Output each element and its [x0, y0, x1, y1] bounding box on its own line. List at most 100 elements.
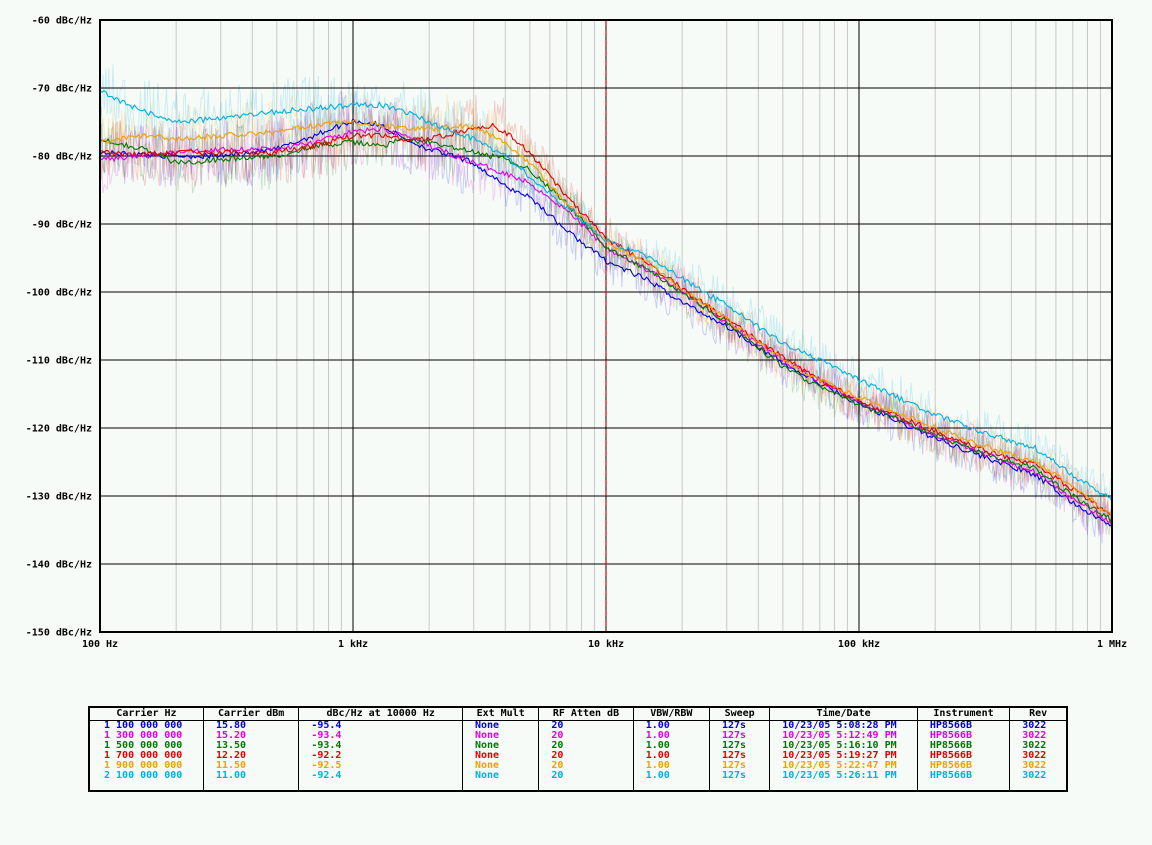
- table-cell: HP8566B: [916, 761, 1010, 771]
- y-tick-label: -80 dBc/Hz: [32, 152, 92, 163]
- table-cell: 1.00: [632, 751, 710, 761]
- table-cell: 10/23/05 5:16:10 PM: [769, 741, 918, 751]
- table-cell: 10/23/05 5:19:27 PM: [769, 751, 918, 761]
- measurement-table: Carrier Hz Carrier dBm dBc/Hz at 10000 H…: [88, 706, 1068, 792]
- x-tick-label: 10 kHz: [588, 639, 624, 650]
- y-tick-label: -120 dBc/Hz: [26, 424, 92, 435]
- table-cell: 3022: [1009, 771, 1066, 790]
- table-cell: 1 100 000 000: [104, 720, 183, 731]
- x-tick-label: 100 kHz: [838, 639, 880, 650]
- y-tick-label: -150 dBc/Hz: [26, 628, 92, 639]
- table-cell: 3022: [1009, 731, 1066, 741]
- table-cell: 2 100 000 000: [104, 771, 183, 781]
- table-cell: 127s: [708, 731, 770, 741]
- table-cell: -92.5: [298, 761, 463, 771]
- table-row: 1 700 000 000 12.20 -92.2 None 20 1.00 127s 10/…: [90, 751, 1066, 761]
- table-cell: 127s: [708, 771, 770, 790]
- table-cell: 10/23/05 5:22:47 PM: [769, 761, 918, 771]
- table-cell: 1 300 000 000: [104, 731, 183, 741]
- x-tick-label: 100 Hz: [82, 639, 118, 650]
- y-tick-label: -90 dBc/Hz: [32, 220, 92, 231]
- table-header-row: Carrier Hz Carrier dBm dBc/Hz at 10000 H…: [90, 708, 1066, 721]
- table-cell: 10/23/05 5:26:11 PM: [769, 771, 918, 790]
- phase-noise-chart: -60 dBc/Hz -70 dBc/Hz -80 dBc/Hz -90 dBc/Hz…: [26, 16, 1127, 651]
- series-line: [99, 89, 1113, 503]
- plot-border: [99, 19, 1113, 633]
- table-cell: 15.20: [202, 731, 299, 741]
- table-cell: None: [461, 751, 539, 761]
- table-row: 1 300 000 000 15.20 -93.4 None 20 1.00 127s 10/…: [90, 731, 1066, 741]
- table-cell: 20: [538, 751, 634, 761]
- table-cell: 127s: [708, 761, 770, 771]
- table-cell: 127s: [708, 741, 770, 751]
- header-instrument: Instrument: [916, 708, 1010, 721]
- y-tick-label: -130 dBc/Hz: [26, 492, 92, 503]
- table-cell: 20: [538, 741, 634, 751]
- table-cell: -92.2: [298, 751, 463, 761]
- table-cell: HP8566B: [916, 720, 1010, 731]
- table-row: 1 900 000 000 11.50 -92.5 None 20 1.00 127s 10/…: [90, 761, 1066, 771]
- table-cell: None: [461, 771, 539, 790]
- header-carrier-dbm: Carrier dBm: [202, 708, 299, 721]
- table-cell: 3022: [1009, 751, 1066, 761]
- table-body: 1 100 000 000 15.80 -95.4 None 20 1.00 127s 10/…: [90, 720, 1066, 790]
- table-cell: HP8566B: [916, 731, 1010, 741]
- table-cell: -93.4: [298, 731, 463, 741]
- y-tick-label: -70 dBc/Hz: [32, 84, 92, 95]
- table-cell: 1 500 000 000: [104, 741, 183, 751]
- table-cell: -92.4: [298, 771, 463, 790]
- y-tick-label: -60 dBc/Hz: [32, 16, 92, 27]
- table-cell: 10/23/05 5:12:49 PM: [769, 731, 918, 741]
- x-tick-label: 1 MHz: [1097, 639, 1127, 650]
- y-tick-label: -110 dBc/Hz: [26, 356, 92, 367]
- table-cell: 1.00: [632, 720, 710, 731]
- table-cell: 15.80: [202, 720, 299, 731]
- table-cell: 11.50: [202, 761, 299, 771]
- y-tick-labels: -60 dBc/Hz -70 dBc/Hz -80 dBc/Hz -90 dBc/Hz…: [26, 16, 92, 639]
- table-cell: None: [461, 761, 539, 771]
- table-cell: -95.4: [298, 720, 463, 731]
- minor-grid: [175, 20, 1101, 632]
- header-time-date: Time/Date: [769, 708, 918, 721]
- table-cell: 1 900 000 000: [104, 761, 183, 771]
- table-cell: 127s: [708, 751, 770, 761]
- table-cell: 13.50: [202, 741, 299, 751]
- table-cell: 20: [538, 731, 634, 741]
- table-cell: 3022: [1009, 741, 1066, 751]
- x-tick-label: 1 kHz: [338, 639, 368, 650]
- x-tick-labels: 100 Hz 1 kHz 10 kHz 100 kHz 1 MHz: [82, 639, 1127, 650]
- y-tick-label: -100 dBc/Hz: [26, 288, 92, 299]
- header-ext-mult: Ext Mult: [461, 708, 539, 721]
- header-rev: Rev: [1009, 708, 1066, 721]
- header-rf-atten: RF Atten dB: [538, 708, 634, 721]
- header-dbc-at-10khz: dBc/Hz at 10000 Hz: [298, 708, 463, 721]
- header-sweep: Sweep: [708, 708, 770, 721]
- table-cell: None: [461, 741, 539, 751]
- table-cell: HP8566B: [916, 751, 1010, 761]
- table-row: 1 100 000 000 15.80 -95.4 None 20 1.00 127s 10/…: [90, 720, 1066, 731]
- table-cell: 20: [538, 771, 634, 790]
- header-vbw-rbw: VBW/RBW: [632, 708, 710, 721]
- table-cell: 10/23/05 5:08:28 PM: [769, 720, 918, 731]
- series-lines: [99, 89, 1113, 527]
- table-cell: HP8566B: [916, 771, 1010, 790]
- table-cell: -93.4: [298, 741, 463, 751]
- table-cell: HP8566B: [916, 741, 1010, 751]
- table-cell: 1.00: [632, 771, 710, 790]
- table-cell: 12.20: [202, 751, 299, 761]
- table-row: 1 500 000 000 13.50 -93.4 None 20 1.00 127s 10/…: [90, 741, 1066, 751]
- table-cell: 3022: [1009, 720, 1066, 731]
- table-cell: 1.00: [632, 761, 710, 771]
- table-cell: 127s: [708, 720, 770, 731]
- table-cell: 1 700 000 000: [104, 751, 183, 761]
- table-cell: 20: [538, 761, 634, 771]
- table-cell: None: [461, 720, 539, 731]
- table-cell: 3022: [1009, 761, 1066, 771]
- table-row: 2 100 000 000 11.00 -92.4 None 20 1.00 127s 10/…: [90, 771, 1066, 790]
- y-tick-label: -140 dBc/Hz: [26, 560, 92, 571]
- table-cell: 1.00: [632, 731, 710, 741]
- table-cell: 20: [538, 720, 634, 731]
- series-line: [99, 136, 1113, 523]
- table-cell: None: [461, 731, 539, 741]
- table-cell: 1.00: [632, 741, 710, 751]
